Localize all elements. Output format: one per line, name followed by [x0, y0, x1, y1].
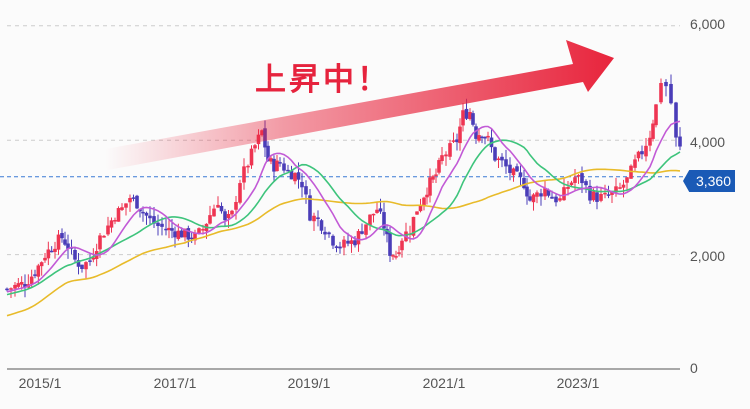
x-tick-2017: 2017/1	[153, 375, 197, 391]
y-tick-6000: 6,000	[690, 16, 726, 32]
x-tick-2015: 2015/1	[18, 375, 62, 391]
y-tick-0: 0	[690, 360, 698, 376]
x-tick-2019: 2019/1	[287, 375, 331, 391]
current-price-tag: 3,360	[683, 170, 735, 192]
x-tick-2021: 2021/1	[422, 375, 466, 391]
uptrend-arrow-icon	[100, 40, 614, 170]
headline-rising: 上昇中！	[255, 62, 391, 98]
y-tick-4000: 4,000	[690, 134, 726, 150]
x-tick-2023: 2023/1	[556, 375, 600, 391]
y-tick-2000: 2,000	[690, 248, 726, 264]
moving-averages	[6, 120, 681, 317]
